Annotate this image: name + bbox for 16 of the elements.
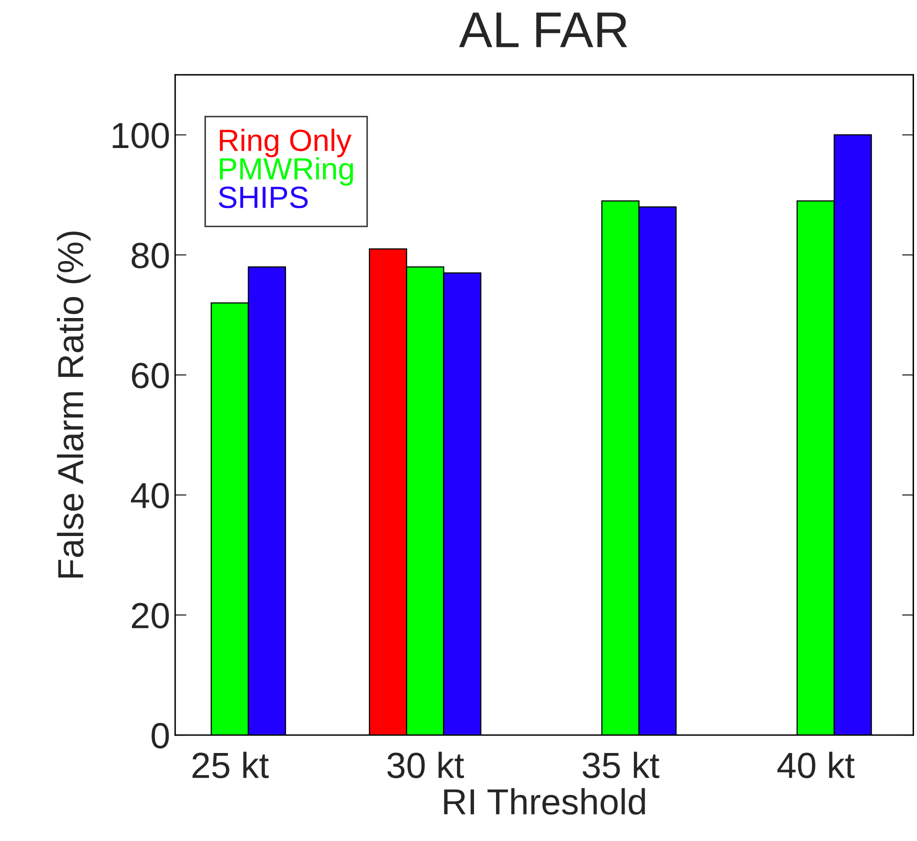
y-tick-label: 0 — [152, 722, 169, 748]
text: PMWRing — [220, 157, 353, 186]
chart-title: AL FAR — [459, 12, 628, 48]
x-axis-title: RI Threshold — [444, 788, 645, 815]
x-tick-label: 35 kt — [582, 752, 660, 778]
y-tick-label: 60 — [132, 362, 169, 388]
y-axis-title: False Alarm Ratio (%) — [56, 232, 91, 578]
y-tick-label: 80 — [132, 242, 169, 268]
x-tick-label: 40 kt — [777, 752, 855, 778]
y-tick-label: 20 — [132, 602, 169, 628]
y-tick-label: 40 — [130, 482, 169, 508]
text: SHIPS — [218, 186, 308, 208]
text: Ring Only — [220, 128, 352, 158]
y-tick-label: 100 — [112, 122, 169, 148]
x-tick-label: 25 kt — [192, 752, 269, 778]
x-tick-label: 30 kt — [387, 752, 464, 778]
